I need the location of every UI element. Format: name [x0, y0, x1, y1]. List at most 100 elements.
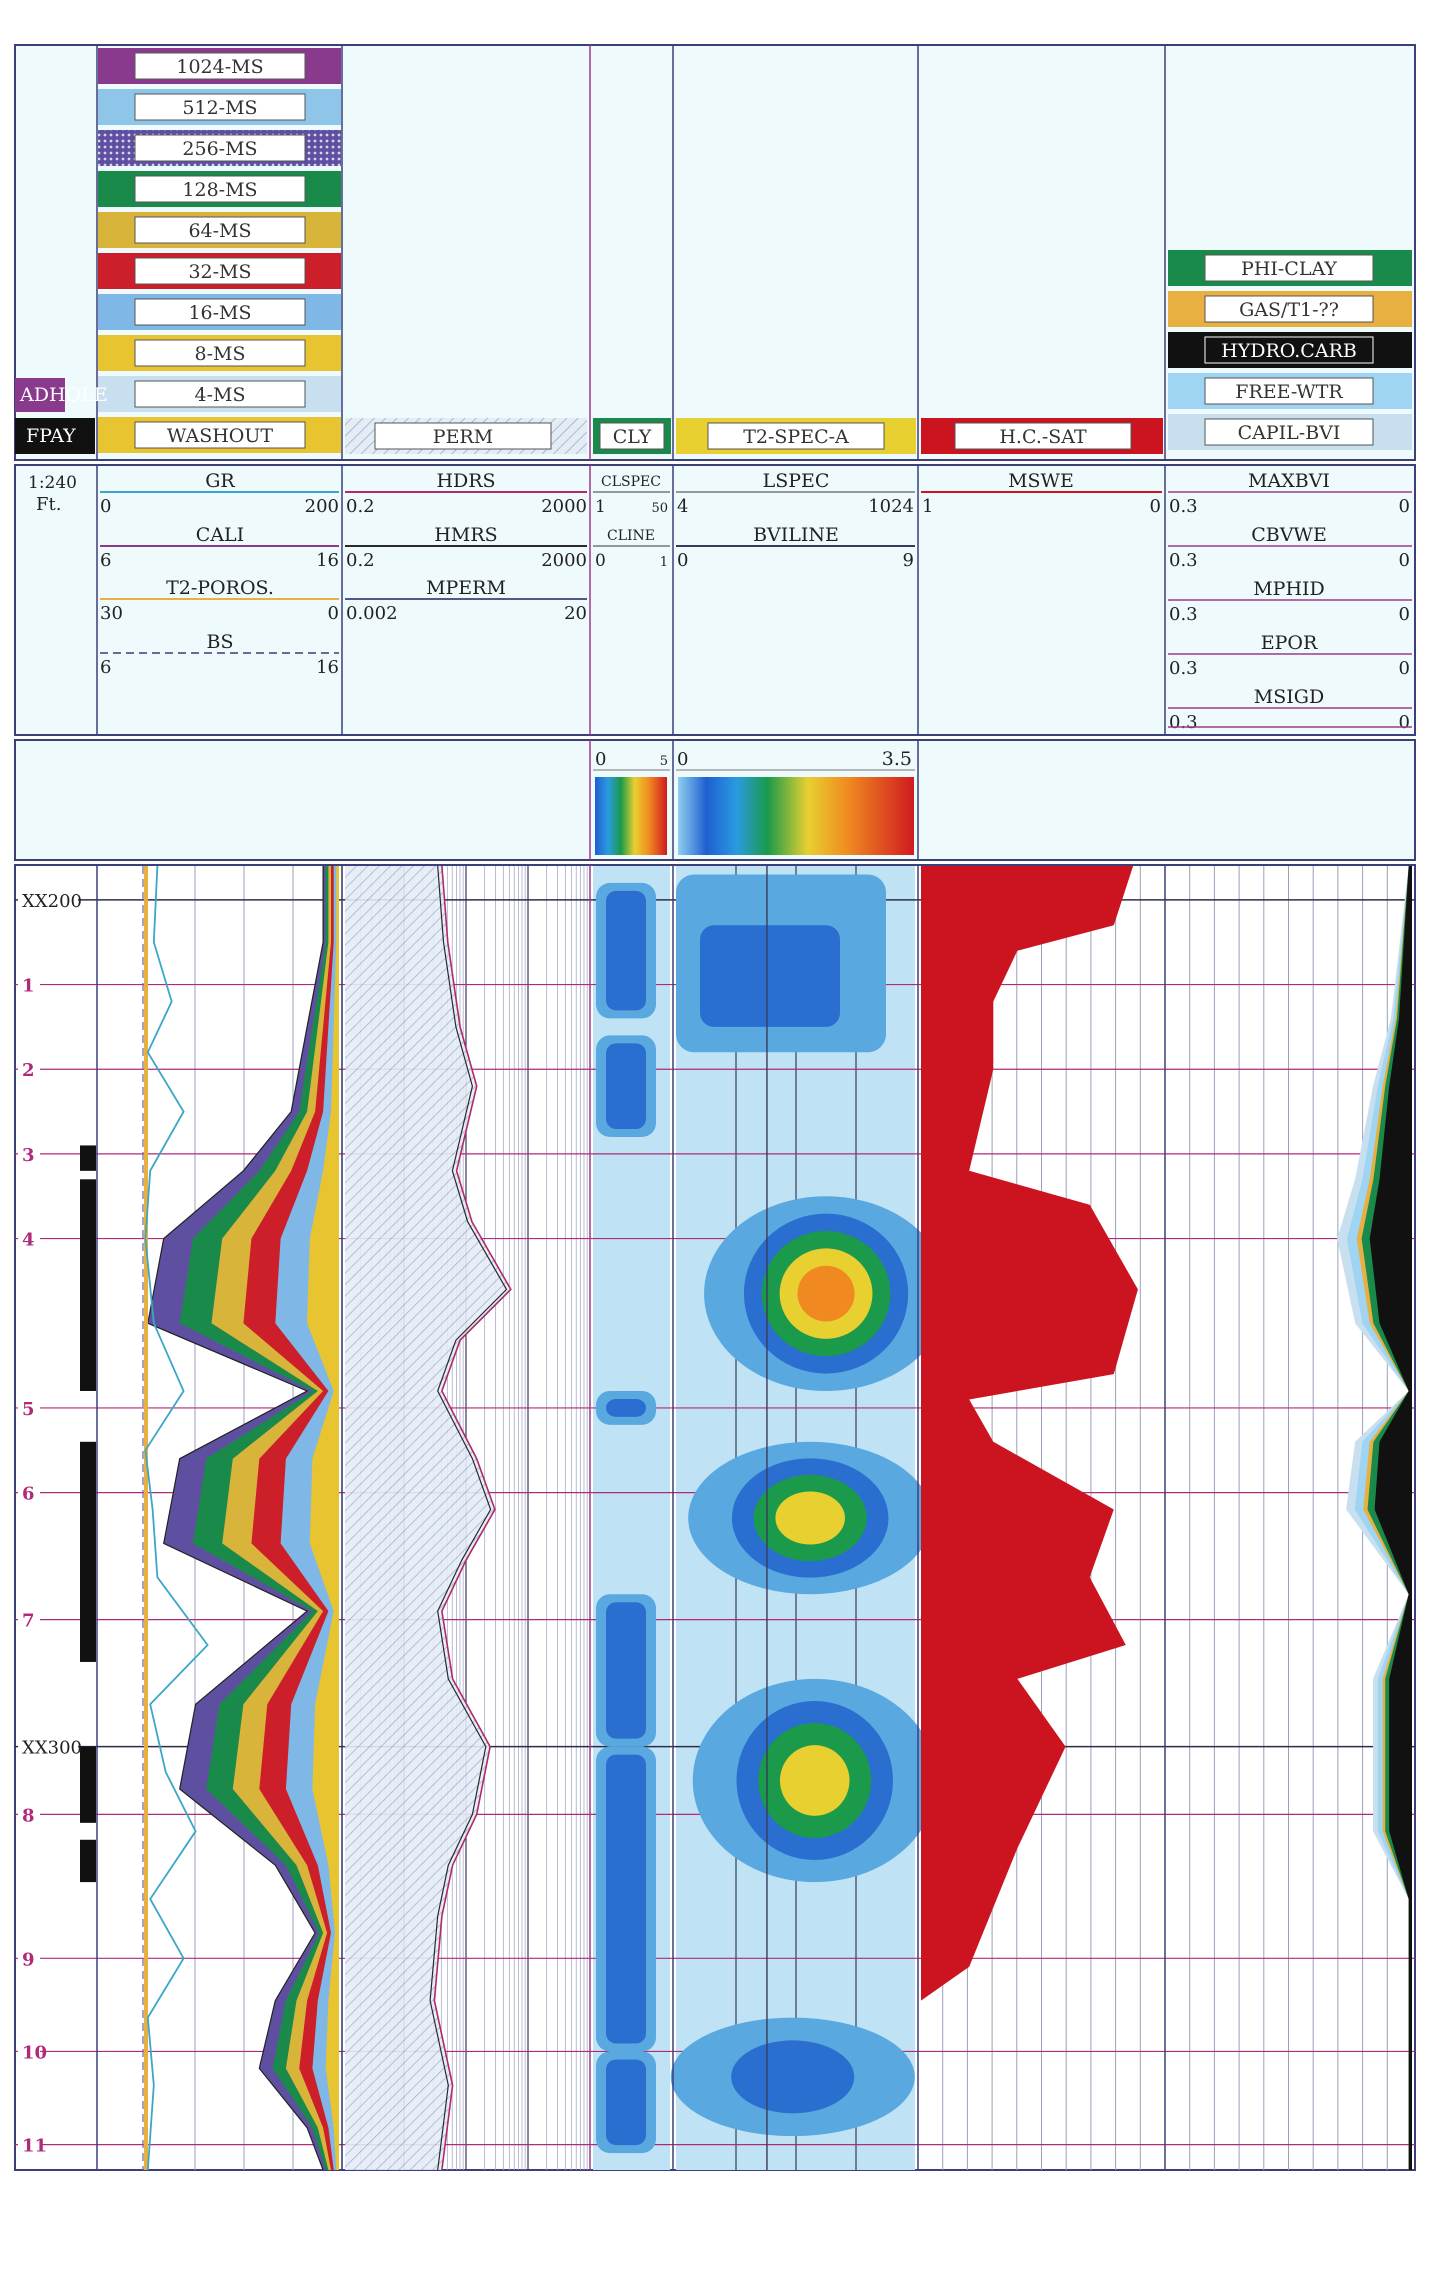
gr-curve: [144, 865, 209, 2170]
legend-label-washout: WASHOUT: [167, 425, 273, 447]
legend-label-128-ms: 128-MS: [182, 179, 257, 201]
legend-label-512-ms: 512-MS: [182, 97, 257, 119]
header-bviline: BVILINE 0 9: [676, 524, 915, 571]
adhole-swatch: [15, 378, 65, 412]
legend-labelbox-32-ms: [134, 257, 306, 285]
pay-flags: [80, 1145, 96, 1883]
hcsat-legend-label: H.C.-SAT: [999, 426, 1087, 448]
depth-label-1: 1: [22, 976, 35, 997]
fpay-label: FPAY: [26, 425, 76, 447]
mphid-right: 0: [1399, 604, 1410, 625]
cly-spectrum-core: [606, 890, 646, 1011]
t2-colorbar: [678, 777, 914, 855]
mswe-left: 1: [922, 496, 933, 517]
cali-right: 16: [316, 550, 339, 571]
cline-name: CLINE: [607, 528, 655, 544]
colorbar-panel: 0 5 0 3.5: [14, 739, 1416, 861]
cly-spectrum-core: [606, 1043, 646, 1129]
depth-label-xx200: XX200: [22, 891, 82, 912]
depth-label-bg: [18, 1734, 78, 1757]
cali-name: CALI: [196, 524, 244, 546]
hdrs-curve: [433, 865, 512, 2170]
cly-legend-label: CLY: [613, 426, 652, 448]
t2-poros-fill-band: [307, 866, 339, 2170]
hmrs-name: HMRS: [434, 524, 497, 546]
legend-labelbox-64-ms: [134, 216, 306, 244]
legend-labelbox-16-ms: [134, 298, 306, 326]
header-mswe: MSWE 1 0: [921, 470, 1162, 517]
depth-label-bg: [18, 972, 40, 995]
pay-flag: [80, 1179, 96, 1391]
legend-labelbox-free-wtr: [1204, 377, 1374, 405]
legend-label-64-ms: 64-MS: [188, 220, 251, 242]
maxbvi-name: MAXBVI: [1248, 470, 1330, 492]
legend-label-16-ms: 16-MS: [188, 302, 251, 324]
t2-spectrum-upper-core: [700, 925, 840, 1027]
legend-fpay: FPAY: [15, 418, 95, 454]
header-cline: CLINE 0 1: [593, 528, 670, 571]
legend-label-256-ms: 256-MS: [182, 138, 257, 160]
cbvwe-name: CBVWE: [1251, 524, 1327, 546]
depth-label-8: 8: [22, 1805, 35, 1826]
gr-left: 0: [100, 496, 111, 517]
depth-label-bg: [18, 1226, 40, 1249]
legend-labelbox-phi-clay: [1204, 254, 1374, 282]
perm-legend-label: PERM: [433, 426, 493, 448]
t2-spectrum-contour: [775, 1491, 845, 1545]
depth-label-2: 2: [22, 1060, 35, 1081]
legend-track6: PHI-CLAY GAS/T1-?? HYDRO.CARB FREE-WTR CAPIL…: [1168, 250, 1412, 450]
bviline-left: 0: [677, 550, 688, 571]
lspec-left: 4: [677, 496, 688, 517]
cly-colorbar-max: 5: [660, 754, 668, 769]
mphid-name: MPHID: [1253, 578, 1325, 600]
t2-spectrum-contour: [797, 1265, 855, 1322]
legend-labelbox-4-ms: [134, 380, 306, 408]
clspec-right: 50: [651, 501, 668, 516]
depth-label-bg: [18, 1395, 40, 1418]
legend-labelbox-512-ms: [134, 93, 306, 121]
clspec-left: 1: [595, 497, 606, 517]
adhole-label: ADHOLE: [19, 384, 108, 406]
curve-header-panel: 1:240 Ft. GR 0 200 CALI 6 16 T2-POROS. 3…: [14, 464, 1416, 736]
header-lspec: LSPEC 4 1024: [676, 470, 915, 517]
clspec-name: CLSPEC: [601, 474, 661, 490]
header-bs: BS 6 16: [100, 631, 339, 678]
t2-colorbar-min: 0: [677, 749, 688, 770]
legend-labelbox-1024-ms: [134, 52, 306, 80]
cly-spectrum-core: [606, 2059, 646, 2146]
legend-labelbox-gas-t1: [1204, 295, 1374, 323]
legend-label-8-ms: 8-MS: [195, 343, 246, 365]
header-clspec: CLSPEC 1 50: [593, 474, 670, 517]
depth-labels: XX200 1 2 3 4 5 6 7 XX300 8 9 10 11: [18, 887, 82, 2157]
depth-units: Ft.: [36, 494, 61, 515]
mperm-right: 20: [564, 603, 587, 624]
volumetric-layer: [1369, 866, 1412, 2170]
cly-colorbar: [595, 777, 667, 855]
perm-fill: [345, 866, 511, 2170]
cbvwe-right: 0: [1399, 550, 1410, 571]
depth-label-bg: [18, 1141, 40, 1164]
depth-label-bg: [18, 887, 78, 910]
lspec-name: LSPEC: [763, 470, 830, 492]
t2-colorbar-max: 3.5: [882, 748, 912, 770]
msigd-left: 0.3: [1169, 712, 1198, 733]
mperm-name: MPERM: [426, 577, 506, 599]
bs-right: 16: [316, 657, 339, 678]
depth-label-3: 3: [22, 1145, 35, 1166]
legend-label-gas-t1: GAS/T1-??: [1239, 299, 1339, 321]
msigd-right: 0: [1399, 712, 1410, 733]
hdrs-name: HDRS: [436, 470, 495, 492]
legend-label-1024-ms: 1024-MS: [176, 56, 263, 78]
header-hdrs: HDRS 0.2 2000: [345, 470, 587, 517]
legend-label-capil-bvi: CAPIL-BVI: [1238, 422, 1341, 444]
mperm-left: 0.002: [346, 603, 398, 624]
depth-label-5: 5: [22, 1399, 35, 1420]
depth-label-bg: [18, 1802, 40, 1825]
t2poros-name: T2-POROS.: [166, 577, 274, 599]
gr-name: GR: [205, 470, 235, 492]
header-t2poros: T2-POROS. 30 0: [100, 577, 339, 624]
bviline-right: 9: [903, 550, 914, 571]
pay-flag: [80, 1839, 96, 1883]
